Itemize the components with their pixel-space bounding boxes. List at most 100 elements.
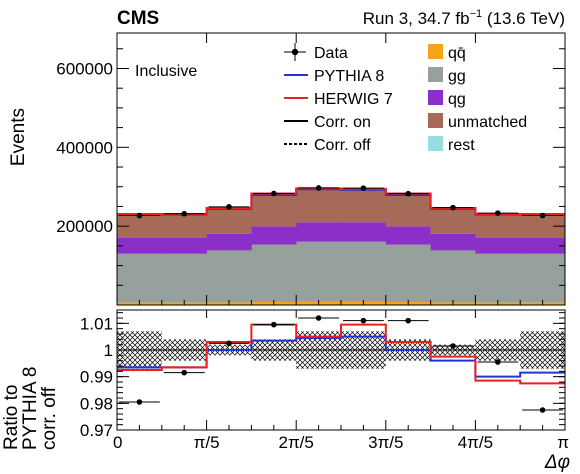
- legend-swatch-3: [428, 113, 443, 128]
- main-line-1: [117, 187, 565, 215]
- legend-label-1: PYTHIA 8: [314, 68, 384, 85]
- main-ytick-label-2: 600000: [56, 59, 113, 78]
- stack-bar-3-6: [385, 195, 431, 227]
- legend-label-2: HERWIG 7: [314, 91, 393, 108]
- ratio-ytick-label-2: 0.99: [80, 368, 113, 387]
- ratio-point-5: [360, 317, 367, 324]
- ratio-y-label-line2: PYTHIA 8: [20, 367, 41, 450]
- stack-bar-2-1: [161, 237, 207, 254]
- stack-bar-3-9: [520, 214, 566, 238]
- main-ytick-label-1: 400000: [56, 138, 113, 157]
- stack-bar-3-2: [206, 209, 252, 234]
- legend-swatch-0: [428, 44, 443, 59]
- legend-label-3: Corr. on: [314, 114, 371, 131]
- legend-label-0: Data: [314, 45, 348, 62]
- ratio-point-2: [226, 340, 232, 347]
- data-point-2: [226, 204, 232, 210]
- stack-bar-3-8: [475, 214, 521, 238]
- ratio-ytick-label-3: 1: [104, 341, 113, 360]
- data-points: [119, 185, 563, 219]
- ratio-y-label-line1: Ratio to: [1, 385, 22, 450]
- stack-bar-3-3: [251, 195, 297, 227]
- main-ytick-label-0: 200000: [56, 217, 113, 236]
- stack-bar-2-2: [206, 233, 252, 251]
- x-tick-label-5: π: [557, 433, 569, 452]
- x-axis-label: Δφ: [544, 452, 570, 473]
- stack-bar-1-3: [251, 244, 297, 303]
- data-point-9: [539, 212, 546, 219]
- ratio-ytick-label-4: 1.01: [80, 314, 113, 333]
- legend-marker-data: [291, 48, 299, 56]
- stack-bar-3-0: [117, 214, 163, 238]
- data-point-8: [494, 210, 501, 216]
- stack-bar-3-4: [296, 189, 342, 223]
- data-point-1: [181, 210, 188, 217]
- stack-bar-2-3: [251, 226, 297, 245]
- ratio-point-0: [136, 399, 143, 405]
- stack-bar-2-7: [430, 233, 476, 251]
- stack-bar-2-6: [385, 226, 431, 245]
- stack-bar-1-9: [520, 253, 566, 303]
- legend-label-4: Corr. off: [314, 137, 371, 154]
- data-point-3: [271, 190, 277, 197]
- data-point-6: [405, 190, 412, 197]
- legend-swatch-1: [428, 67, 443, 82]
- run-label: Run 3, 34.7 fb−1 (13.6 TeV): [363, 8, 565, 28]
- x-tick-label-0: 0: [113, 433, 122, 452]
- ratio-point-1: [181, 369, 188, 376]
- legend-swatch-2: [428, 90, 443, 105]
- data-point-7: [450, 204, 456, 211]
- stack-bar-2-5: [341, 222, 387, 242]
- mc-prediction-lines: [117, 187, 565, 216]
- ratio-panel: 0.97 0.98 0.99 1 1.01 0 π/5 2π/5 3π/5 4π/5 π Ratio…: [1, 300, 570, 473]
- ratio-data-points: [119, 315, 563, 413]
- stack-bar-2-8: [475, 237, 521, 254]
- stack-bar-2-0: [117, 237, 163, 254]
- legend-stack-label-3: unmatched: [448, 114, 527, 131]
- legend-stack-label-2: qg: [448, 91, 466, 108]
- legend: Data PYTHIA 8 HERWIG 7 Corr. on Corr. off qq̄…: [284, 43, 527, 154]
- stack-bar-1-0: [117, 253, 163, 303]
- data-point-0: [136, 212, 143, 219]
- ratio-lines: [117, 323, 565, 385]
- ratio-point-6: [405, 317, 412, 324]
- x-tick-label-2: 2π/5: [279, 433, 314, 452]
- stack-bar-1-7: [430, 250, 476, 303]
- ratio-point-8: [494, 359, 501, 365]
- stack-bar-2-9: [520, 237, 566, 254]
- main-panel: 200000 400000 600000 Events Inclusive Data…: [8, 32, 566, 306]
- legend-stack-label-0: qq̄: [448, 45, 466, 62]
- stack-bar-1-2: [206, 250, 252, 303]
- ratio-axes: 0.97 0.98 0.99 1 1.01 0 π/5 2π/5 3π/5 4π/5 π: [80, 300, 569, 452]
- ratio-point-9: [539, 407, 546, 413]
- stack-bar-3-1: [161, 214, 207, 238]
- stacked-histogram: [117, 189, 566, 305]
- legend-swatch-4: [428, 136, 443, 151]
- data-point-5: [360, 185, 367, 191]
- x-tick-label-4: 4π/5: [458, 433, 493, 452]
- stack-bar-1-6: [385, 244, 431, 303]
- data-point-4: [315, 185, 322, 191]
- stack-bar-3-7: [430, 209, 476, 234]
- legend-stack-label-1: gg: [448, 68, 466, 85]
- main-y-axis-label: Events: [8, 108, 29, 166]
- annotation-inclusive: Inclusive: [135, 63, 197, 80]
- ratio-ytick-label-0: 0.97: [80, 421, 113, 440]
- ratio-point-7: [450, 343, 456, 349]
- x-tick-label-3: 3π/5: [368, 433, 403, 452]
- ratio-ytick-label-1: 0.98: [80, 394, 113, 413]
- stack-bar-1-8: [475, 253, 521, 303]
- main-axes: 200000 400000 600000: [56, 32, 566, 306]
- ratio-y-label-line3: corr. off: [39, 386, 60, 450]
- ratio-point-3: [271, 321, 277, 328]
- stack-bar-1-4: [296, 241, 342, 302]
- ratio-point-4: [315, 315, 322, 321]
- stack-bar-3-5: [341, 189, 387, 223]
- legend-stack-label-4: rest: [448, 137, 475, 154]
- x-tick-label-1: π/5: [194, 433, 220, 452]
- ratio-line-1: [117, 323, 565, 385]
- stack-bar-2-4: [296, 222, 342, 242]
- stack-bar-1-1: [161, 253, 207, 303]
- stack-bar-1-5: [341, 241, 387, 302]
